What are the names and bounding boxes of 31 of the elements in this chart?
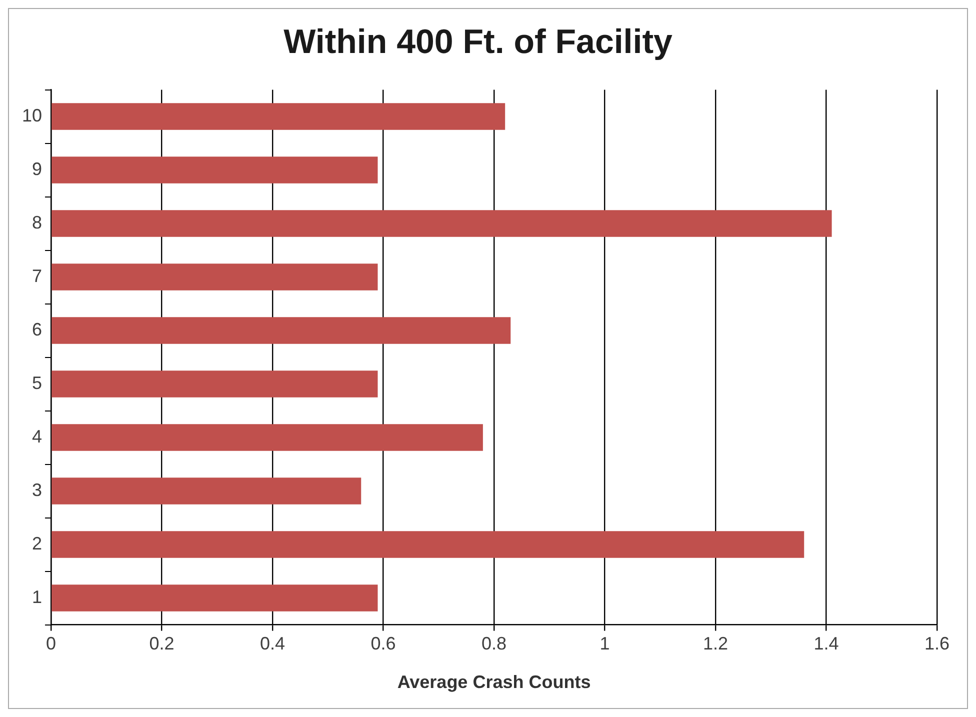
y-tick-label: 4 bbox=[32, 426, 42, 447]
y-tick-label: 9 bbox=[32, 159, 42, 180]
bar bbox=[52, 317, 511, 344]
y-tick-label: 1 bbox=[32, 587, 42, 608]
x-tick-label: 0.4 bbox=[260, 634, 286, 654]
bar bbox=[52, 370, 378, 398]
x-tick-label: 0.6 bbox=[370, 634, 396, 654]
x-axis-title: Average Crash Counts bbox=[397, 672, 591, 692]
bar bbox=[52, 156, 378, 184]
x-tick-label: 1 bbox=[600, 634, 610, 654]
chart-title: Within 400 Ft. of Facility bbox=[284, 22, 673, 61]
bar bbox=[52, 584, 378, 612]
x-tick-label: 1.2 bbox=[702, 634, 728, 654]
y-tick-label: 6 bbox=[32, 320, 42, 340]
bar bbox=[52, 264, 378, 290]
bar bbox=[52, 103, 506, 130]
bar bbox=[52, 210, 832, 237]
x-tick-label: 1.6 bbox=[924, 634, 950, 654]
y-tick-label: 8 bbox=[32, 212, 42, 233]
y-tick-label: 2 bbox=[32, 534, 42, 554]
y-tick-label: 5 bbox=[32, 373, 42, 394]
bar bbox=[52, 531, 804, 558]
y-tick-label: 7 bbox=[32, 266, 42, 286]
x-tick-label: 0 bbox=[46, 634, 56, 654]
x-tick-label: 0.8 bbox=[481, 634, 507, 654]
bar bbox=[52, 424, 483, 451]
x-tick-label: 0.2 bbox=[149, 634, 174, 654]
bar bbox=[52, 478, 362, 504]
y-tick-label: 3 bbox=[32, 480, 42, 500]
y-tick-label: 10 bbox=[22, 106, 42, 126]
x-tick-label: 1.4 bbox=[814, 634, 839, 654]
